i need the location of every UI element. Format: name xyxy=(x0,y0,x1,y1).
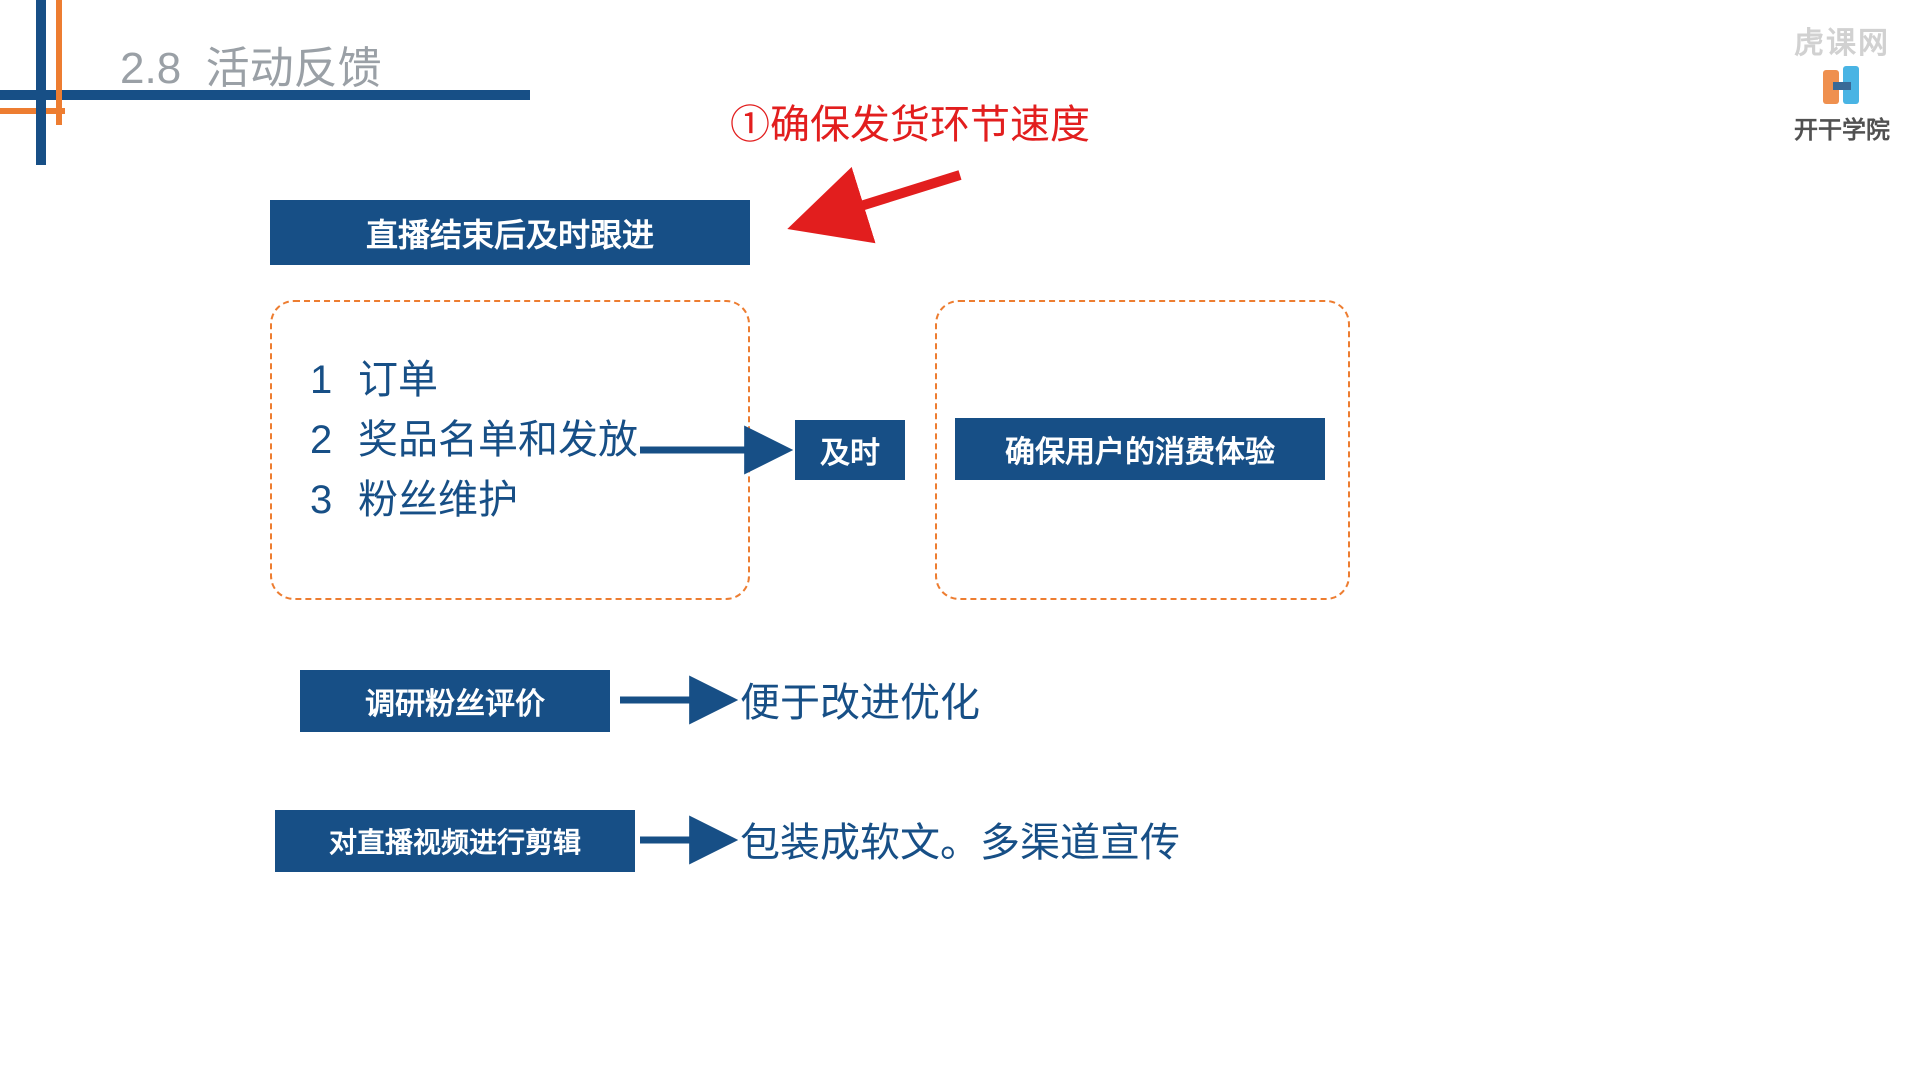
annotation-arrow-line xyxy=(800,175,960,225)
header-vert-blue xyxy=(36,0,46,165)
box-survey: 调研粉丝评价 xyxy=(300,670,610,732)
box-timely: 及时 xyxy=(795,420,905,480)
output-improve: 便于改进优化 xyxy=(740,670,980,728)
slide: 2.8 活动反馈 虎课网 开干学院 ①确保发货环节速度 直播结束后及时跟进 1订… xyxy=(0,0,1920,1080)
watermark-top-text: 虎课网 xyxy=(1794,18,1890,62)
watermark-bottom-text: 开干学院 xyxy=(1794,110,1890,145)
box-edit-video: 对直播视频进行剪辑 xyxy=(275,810,635,872)
logo-icon xyxy=(1819,64,1865,110)
slide-title: 2.8 活动反馈 xyxy=(120,32,382,96)
list-item: 3粉丝维护 xyxy=(310,470,638,530)
box-followup: 直播结束后及时跟进 xyxy=(270,200,750,265)
followup-list: 1订单 2奖品名单和发放 3粉丝维护 xyxy=(310,350,638,530)
list-item: 1订单 xyxy=(310,350,638,410)
output-promote: 包装成软文。多渠道宣传 xyxy=(740,810,1180,868)
annotation-text: ①确保发货环节速度 xyxy=(730,92,1090,150)
header-vert-orange xyxy=(56,0,62,125)
watermark: 虎课网 开干学院 xyxy=(1794,18,1890,145)
section-number: 2.8 xyxy=(120,44,181,93)
list-item: 2奖品名单和发放 xyxy=(310,410,638,470)
section-title: 活动反馈 xyxy=(206,44,382,93)
box-user-experience: 确保用户的消费体验 xyxy=(955,418,1325,480)
